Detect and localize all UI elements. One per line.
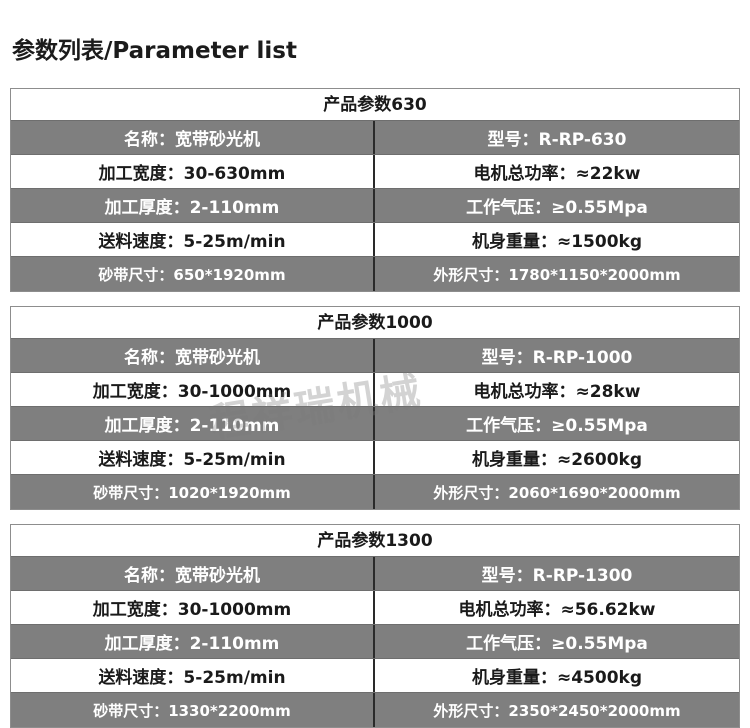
table-title: 产品参数1300	[11, 525, 739, 557]
table-row: 加工厚度：2-110mm 工作气压：≥0.55Mpa	[11, 407, 739, 441]
table-row: 加工厚度：2-110mm 工作气压：≥0.55Mpa	[11, 625, 739, 659]
table-cell-left: 名称：宽带砂光机	[11, 557, 375, 590]
table-cell-left: 送料速度：5-25m/min	[11, 441, 375, 474]
parameter-table-1000: 产品参数1000 名称：宽带砂光机 型号：R-RP-1000 加工宽度：30-1000…	[10, 306, 740, 510]
table-cell-left: 名称：宽带砂光机	[11, 339, 375, 372]
table-cell-right: 电机总功率：≈56.62kw	[458, 600, 656, 620]
table-row: 名称：宽带砂光机 型号：R-RP-1000	[11, 339, 739, 373]
table-cell-left: 送料速度：5-25m/min	[11, 223, 375, 256]
table-cell-right: 机身重量：≈2600kg	[471, 450, 643, 470]
parameter-table-1300: 产品参数1300 名称：宽带砂光机 型号：R-RP-1300 加工宽度：30-1000…	[10, 524, 740, 728]
table-cell-left: 送料速度：5-25m/min	[11, 659, 375, 692]
table-row: 砂带尺寸：1330*2200mm 外形尺寸：2350*2450*2000mm	[11, 693, 739, 727]
parameter-table-630: 产品参数630 名称：宽带砂光机 型号：R-RP-630 加工宽度：30-630mm 电…	[10, 88, 740, 292]
table-row: 砂带尺寸：1020*1920mm 外形尺寸：2060*1690*2000mm	[11, 475, 739, 509]
table-row: 送料速度：5-25m/min 机身重量：≈1500kg	[11, 223, 739, 257]
table-cell-right: 工作气压：≥0.55Mpa	[466, 198, 648, 218]
page-title: 参数列表/Parameter list	[12, 38, 297, 64]
table-cell-right: 工作气压：≥0.55Mpa	[466, 416, 648, 436]
table-row: 砂带尺寸：650*1920mm 外形尺寸：1780*1150*2000mm	[11, 257, 739, 291]
table-cell-right: 机身重量：≈4500kg	[471, 668, 643, 688]
table-cell-right: 电机总功率：≈28kw	[473, 382, 641, 402]
table-row: 名称：宽带砂光机 型号：R-RP-1300	[11, 557, 739, 591]
table-cell-right: 型号：R-RP-1300	[481, 566, 633, 586]
table-cell-right: 型号：R-RP-1000	[481, 348, 633, 368]
table-row: 加工宽度：30-1000mm 电机总功率：≈28kw	[11, 373, 739, 407]
table-title: 产品参数630	[11, 89, 739, 121]
table-cell-right: 型号：R-RP-630	[487, 130, 627, 150]
table-cell-left: 名称：宽带砂光机	[11, 121, 375, 154]
table-cell-left: 加工宽度：30-630mm	[11, 155, 375, 188]
table-row: 送料速度：5-25m/min 机身重量：≈2600kg	[11, 441, 739, 475]
table-cell-right: 外形尺寸：2060*1690*2000mm	[433, 483, 681, 502]
table-cell-left: 加工宽度：30-1000mm	[11, 373, 375, 406]
table-row: 送料速度：5-25m/min 机身重量：≈4500kg	[11, 659, 739, 693]
table-cell-right: 外形尺寸：1780*1150*2000mm	[433, 265, 681, 284]
table-cell-left: 加工宽度：30-1000mm	[11, 591, 375, 624]
table-row: 加工宽度：30-1000mm 电机总功率：≈56.62kw	[11, 591, 739, 625]
table-cell-left: 加工厚度：2-110mm	[11, 625, 375, 658]
table-cell-right: 电机总功率：≈22kw	[473, 164, 641, 184]
table-row: 加工宽度：30-630mm 电机总功率：≈22kw	[11, 155, 739, 189]
table-cell-left: 砂带尺寸：650*1920mm	[11, 257, 375, 291]
table-cell-left: 加工厚度：2-110mm	[11, 407, 375, 440]
table-cell-right: 机身重量：≈1500kg	[471, 232, 643, 252]
table-row: 名称：宽带砂光机 型号：R-RP-630	[11, 121, 739, 155]
table-title: 产品参数1000	[11, 307, 739, 339]
table-cell-left: 加工厚度：2-110mm	[11, 189, 375, 222]
table-cell-right: 外形尺寸：2350*2450*2000mm	[433, 701, 681, 720]
table-row: 加工厚度：2-110mm 工作气压：≥0.55Mpa	[11, 189, 739, 223]
table-cell-left: 砂带尺寸：1330*2200mm	[11, 693, 375, 727]
table-cell-right: 工作气压：≥0.55Mpa	[466, 634, 648, 654]
table-cell-left: 砂带尺寸：1020*1920mm	[11, 475, 375, 509]
